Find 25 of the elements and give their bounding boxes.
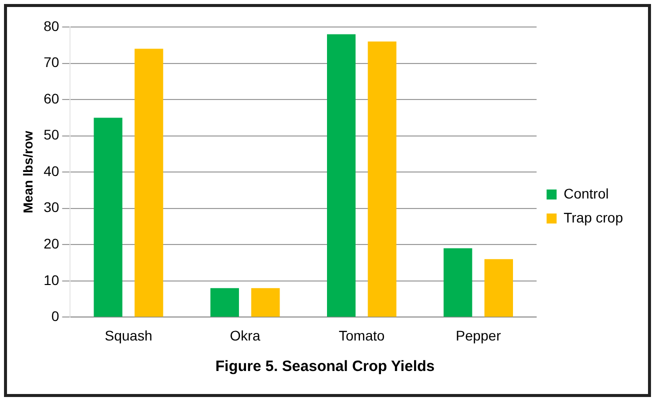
y-tick-label: 80 bbox=[44, 18, 60, 34]
bar bbox=[210, 288, 239, 317]
y-tick-label: 10 bbox=[44, 272, 60, 288]
y-tick-label: 60 bbox=[44, 90, 60, 106]
x-tick-label: Tomato bbox=[338, 327, 385, 344]
bar bbox=[444, 248, 472, 317]
x-tick-label: Okra bbox=[230, 327, 260, 344]
bar bbox=[327, 34, 356, 317]
y-axis-title: Mean lbs/row bbox=[20, 130, 36, 214]
bar bbox=[134, 48, 164, 317]
text: Figure 5. Seasonal Crop Yields bbox=[215, 358, 435, 376]
bar bbox=[94, 118, 122, 317]
bar bbox=[484, 259, 513, 317]
bar bbox=[368, 42, 396, 317]
x-tick-label: Pepper bbox=[456, 327, 502, 344]
x-tick-label: Squash bbox=[104, 327, 152, 344]
y-tick-label: 0 bbox=[51, 308, 60, 324]
y-tick-label: 70 bbox=[44, 54, 60, 70]
y-tick-label: 40 bbox=[44, 162, 60, 179]
y-tick-label: 30 bbox=[44, 199, 60, 216]
y-tick-label: 50 bbox=[44, 126, 60, 143]
bar bbox=[251, 288, 280, 317]
legend-label: Trap crop bbox=[564, 209, 624, 226]
y-tick-label: 20 bbox=[44, 236, 60, 252]
legend-label: Control bbox=[564, 185, 609, 202]
